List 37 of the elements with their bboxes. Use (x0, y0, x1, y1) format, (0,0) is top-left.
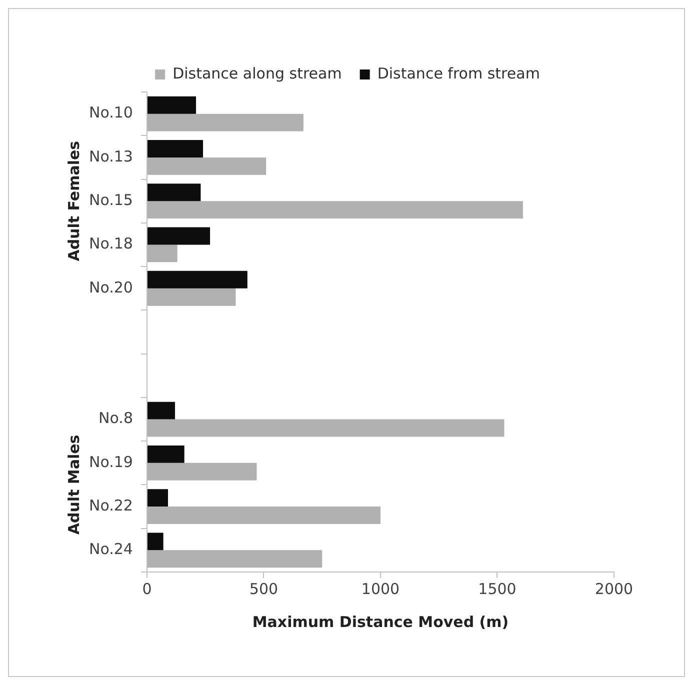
bar (147, 227, 210, 245)
bar (147, 489, 168, 507)
y-tick-label: No.10 (88, 104, 133, 122)
text: Adult Males (64, 434, 83, 535)
y-tick-label: No.22 (88, 496, 133, 514)
x-axis-title: Maximum Distance Moved (m) (252, 612, 509, 631)
y-tick-label: No.24 (88, 540, 133, 558)
y-tick-label: No.20 (88, 278, 133, 296)
legend-label: Distance from stream (377, 64, 540, 82)
x-tick-label: 1000 (361, 580, 400, 598)
y-tick-label: No.8 (98, 409, 133, 428)
legend-label: Distance along stream (172, 64, 342, 82)
bar (147, 288, 236, 306)
bar (147, 402, 176, 420)
bar (147, 419, 504, 437)
bar (147, 96, 196, 114)
bar (147, 114, 304, 132)
bar (147, 244, 178, 262)
bar (147, 270, 248, 288)
bar (147, 201, 523, 219)
text: Adult Females (64, 140, 83, 262)
x-tick-label: 1500 (478, 580, 516, 598)
bar (147, 140, 204, 158)
y-tick-label: No.19 (88, 452, 133, 471)
y-tick-label: No.15 (88, 190, 133, 209)
x-tick-label: 500 (249, 580, 278, 598)
bar (147, 550, 322, 568)
y-tick-label: No.18 (88, 234, 133, 253)
x-tick-label: 2000 (594, 580, 634, 598)
bar (147, 532, 164, 550)
y-tick-label: No.13 (88, 147, 133, 166)
bar (147, 445, 184, 463)
x-tick-label: 0 (142, 580, 152, 598)
bar (147, 184, 201, 202)
bar (147, 506, 380, 524)
bar (147, 462, 257, 480)
bar (147, 157, 266, 175)
